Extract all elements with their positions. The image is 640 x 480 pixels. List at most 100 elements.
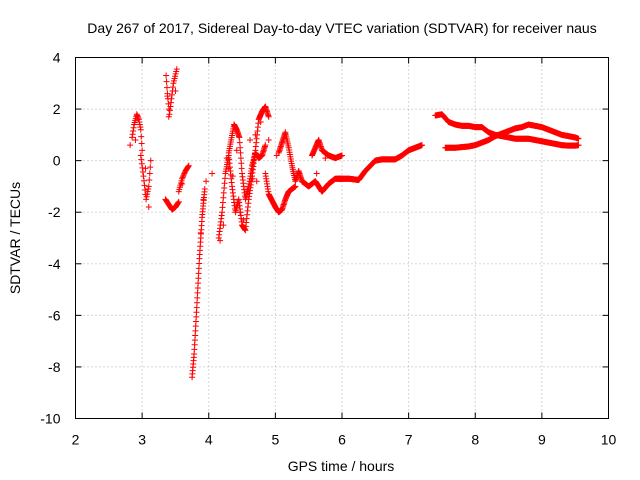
data-point	[273, 152, 280, 159]
data-point	[175, 198, 182, 205]
data-point	[145, 183, 152, 190]
data-point	[132, 137, 139, 144]
data-point	[197, 229, 204, 236]
data-point	[244, 188, 251, 195]
data-point	[225, 165, 232, 172]
data-point	[265, 113, 272, 120]
data-point	[145, 204, 152, 211]
data-point	[172, 88, 179, 95]
data-point	[247, 137, 254, 144]
data-point	[229, 173, 236, 180]
y-tick-label: -10	[40, 411, 60, 427]
data-point	[185, 162, 192, 169]
x-tick-labels: 2 3 4 5 6 7 8 9 10	[72, 432, 617, 448]
axis-ticks	[75, 57, 609, 419]
data-point	[144, 188, 151, 195]
data-point	[249, 175, 256, 182]
x-axis-label: GPS time / hours	[288, 458, 395, 474]
data-point	[146, 170, 153, 177]
data-point	[252, 131, 259, 138]
data-point	[163, 78, 170, 85]
data-point	[143, 196, 150, 203]
data-point	[165, 113, 172, 120]
grid	[75, 57, 609, 419]
data-point	[179, 175, 186, 182]
data-point	[236, 139, 243, 146]
data-point	[144, 191, 151, 198]
data-point	[181, 170, 188, 177]
data-point	[139, 168, 146, 175]
data-point	[137, 152, 144, 159]
data-point	[139, 164, 146, 171]
data-point	[220, 222, 227, 229]
data-point	[140, 177, 147, 184]
data-point	[238, 165, 245, 172]
x-tick-label: 9	[538, 432, 546, 448]
data-point	[147, 164, 154, 171]
x-tick-label: 4	[205, 432, 213, 448]
data-point	[180, 173, 187, 180]
y-tick-label: -6	[48, 307, 61, 323]
y-axis-label: SDTVAR / TECUs	[7, 182, 23, 294]
y-tick-label: -2	[48, 204, 61, 220]
x-tick-label: 8	[471, 432, 479, 448]
data-point	[237, 144, 244, 151]
data-point	[138, 160, 145, 167]
data-point	[223, 155, 230, 162]
y-tick-label: 2	[53, 101, 61, 117]
data-point	[173, 66, 180, 73]
x-tick-label: 2	[72, 432, 80, 448]
data-point	[292, 183, 299, 190]
x-tick-label: 6	[338, 432, 346, 448]
data-point	[418, 142, 425, 149]
data-point	[575, 135, 582, 142]
data-point	[137, 126, 144, 133]
data-point	[179, 180, 186, 187]
data-point	[139, 147, 146, 154]
data-point	[575, 142, 582, 149]
chart-title: Day 267 of 2017, Sidereal Day-to-day VTE…	[87, 20, 596, 36]
data-point	[200, 196, 207, 203]
data-point	[262, 142, 269, 149]
data-point	[145, 186, 152, 193]
data-point	[180, 171, 187, 178]
x-tick-label: 10	[601, 432, 617, 448]
data-point	[313, 170, 320, 177]
data-point	[142, 165, 149, 172]
data-point	[127, 142, 134, 149]
data-point	[165, 106, 172, 113]
data-point	[237, 155, 244, 162]
data-point	[138, 133, 145, 140]
data-point	[136, 118, 143, 125]
data-point	[179, 174, 186, 181]
data-point	[147, 157, 154, 164]
data-point	[201, 186, 208, 193]
data-point	[237, 209, 244, 216]
data-point	[164, 93, 171, 100]
data-point	[233, 147, 240, 154]
data-point	[265, 137, 272, 144]
data-points	[127, 66, 582, 381]
data-point	[238, 160, 245, 167]
data-point	[140, 173, 147, 180]
data-point	[134, 113, 141, 120]
data-point	[339, 152, 345, 159]
data-point	[175, 199, 182, 206]
y-tick-labels: -10 -8 -6 -4 -2 0 2 4	[40, 50, 60, 427]
data-point	[257, 118, 264, 125]
x-tick-label: 7	[405, 432, 413, 448]
data-point	[141, 182, 148, 189]
data-point	[253, 178, 260, 185]
data-point	[163, 84, 170, 91]
data-point	[240, 216, 247, 223]
data-point	[237, 149, 244, 156]
y-tick-label: -4	[48, 256, 61, 272]
y-tick-label: 0	[53, 153, 61, 169]
data-point	[217, 237, 224, 244]
data-point	[138, 140, 145, 147]
data-point	[322, 155, 329, 162]
data-point	[185, 163, 192, 170]
data-point	[138, 156, 145, 163]
x-tick-label: 5	[271, 432, 279, 448]
